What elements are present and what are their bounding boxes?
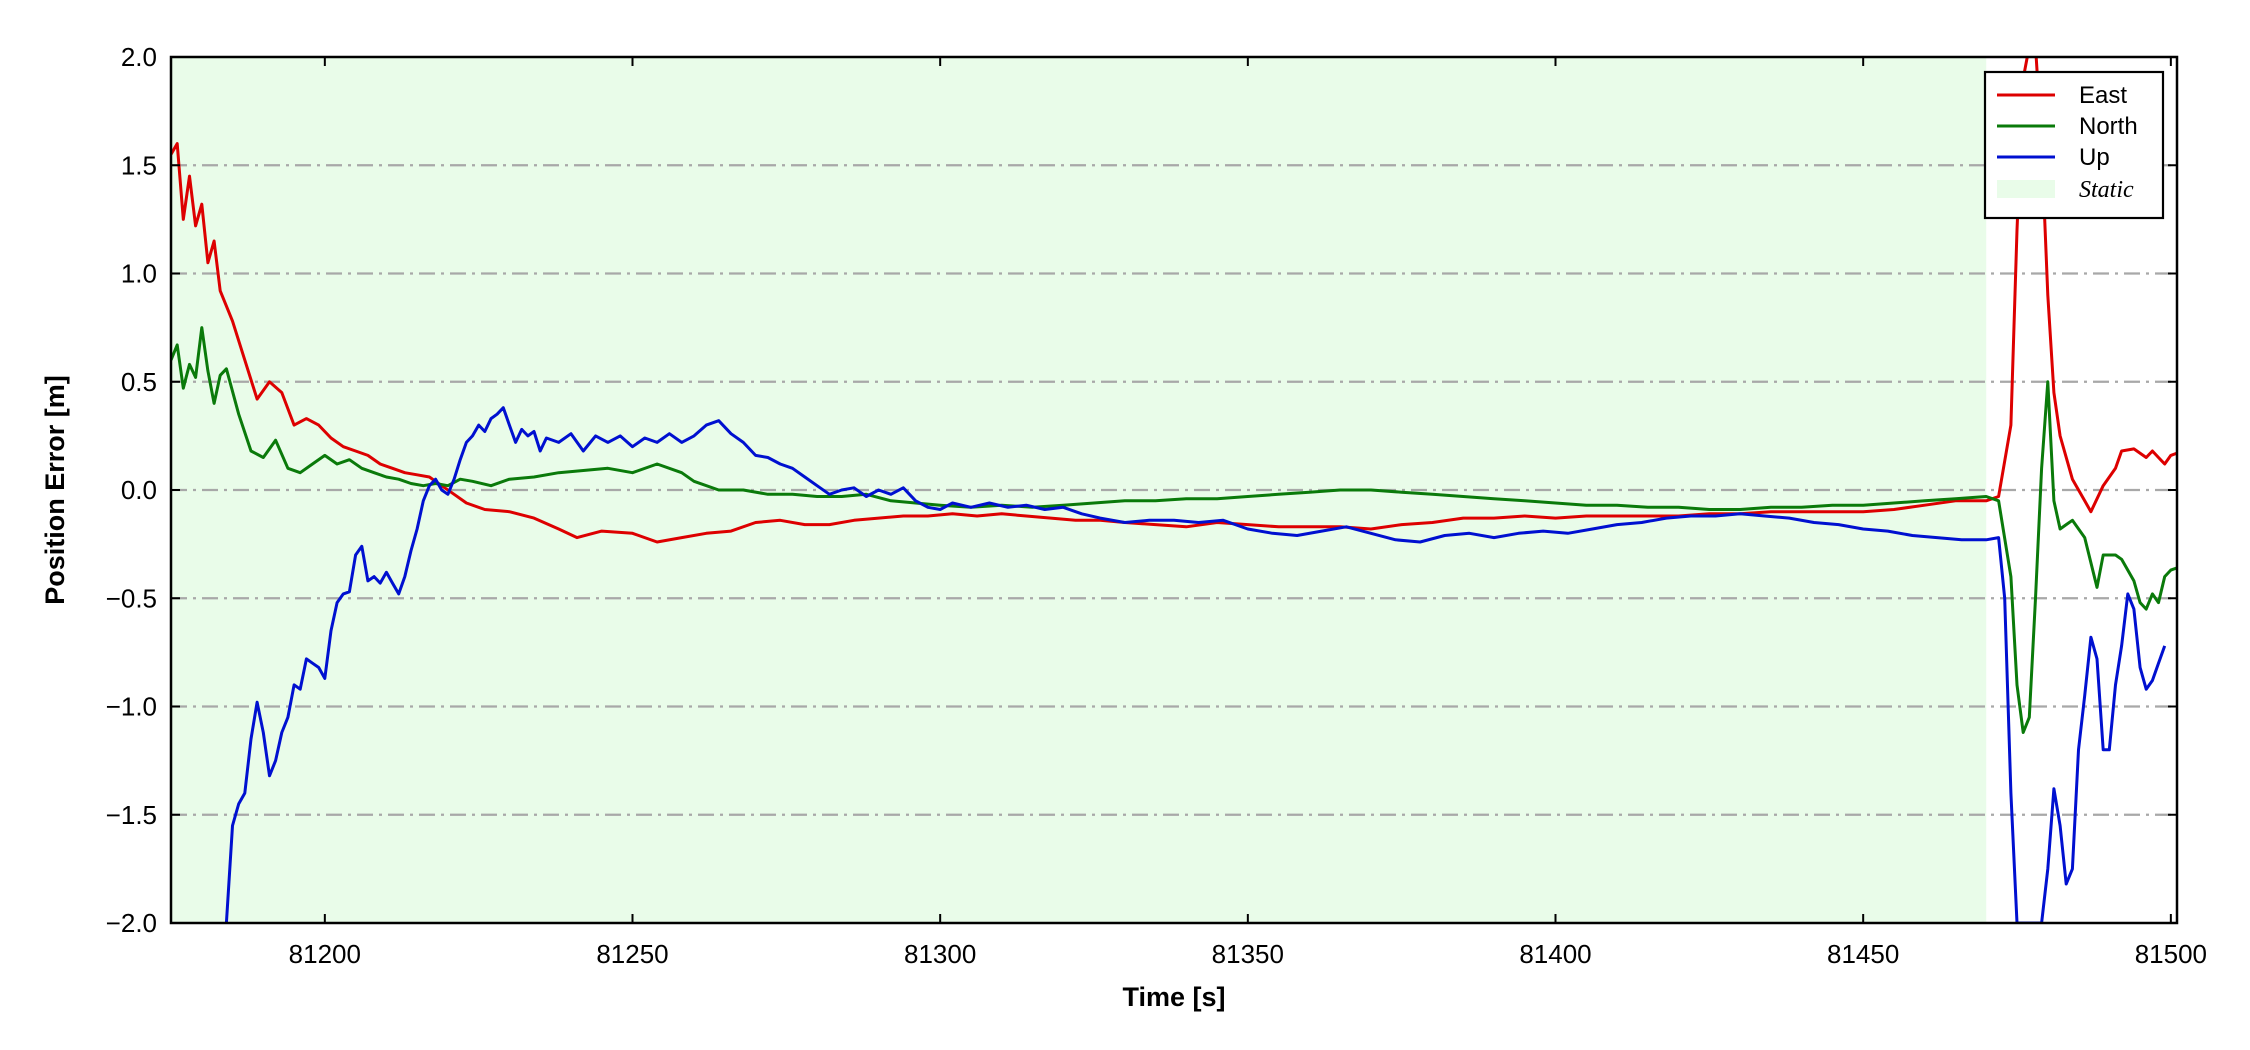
series-line-east [171,57,2177,544]
y-tick-label: 0.5 [121,367,157,397]
x-tick-label: 81350 [1212,939,1284,969]
y-tick-label: 0.0 [121,475,157,505]
y-tick-label: −2.0 [106,908,157,938]
x-tick-label: 81450 [1827,939,1899,969]
legend-swatch-static [1997,180,2055,198]
legend: East North Up Static [1983,70,2165,220]
y-tick-label: −1.0 [106,692,157,722]
legend-label-north: North [2079,113,2138,140]
y-axis-label: Position Error [m] [40,375,70,605]
legend-label-static: Static [2079,177,2134,203]
series-line-up [224,406,2167,923]
legend-label-east: East [2079,82,2127,109]
y-tick-label: −0.5 [106,583,157,613]
x-tick-label: 81200 [289,939,361,969]
x-tick-label: 81250 [596,939,668,969]
x-axis-label: Time [s] [1122,982,1225,1012]
y-tick-label: 1.5 [121,150,157,180]
x-tick-label: 81300 [904,939,976,969]
grid-lines [171,164,2177,816]
y-tick-label: −1.5 [106,800,157,830]
series-line-north [171,326,2177,734]
y-tick-label: 1.0 [121,259,157,289]
x-tick-label: 81500 [2135,939,2207,969]
legend-label-up: Up [2079,144,2110,171]
series-layer [171,57,2177,923]
x-tick-label: 81400 [1519,939,1591,969]
axis-ticks: 2.0 1.5 1.0 0.5 0.0 −0.5 −1.0 −1.5 −2.0 81200 8125… [106,42,2207,969]
y-tick-label: 2.0 [121,42,157,72]
